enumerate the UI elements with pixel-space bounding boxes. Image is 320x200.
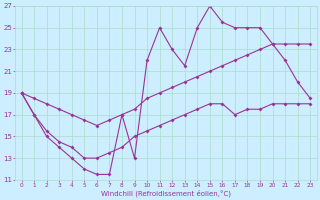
X-axis label: Windchill (Refroidissement éolien,°C): Windchill (Refroidissement éolien,°C) bbox=[101, 189, 231, 197]
